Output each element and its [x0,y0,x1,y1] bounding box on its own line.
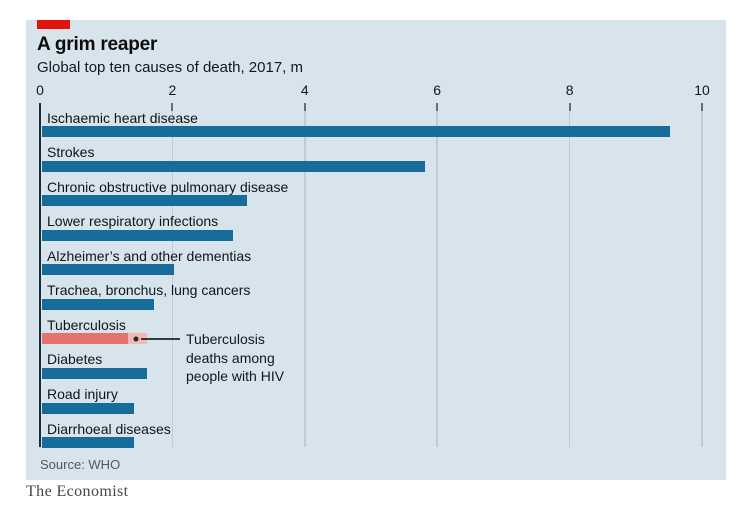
bar-label: Lower respiratory infections [47,213,219,230]
bar-segment [41,264,174,276]
bar [41,229,234,241]
bar [41,195,247,207]
bar-segment [41,126,671,137]
gridline [701,105,703,447]
chart-title: A grim reaper [37,34,158,55]
bar-label: Chronic obstructive pulmonary disease [47,178,289,195]
bar-label: Ischaemic heart disease [47,109,198,126]
bar-segment [41,367,148,379]
bar [41,333,148,345]
bar-label: Road injury [47,386,118,403]
bar-segment [41,160,426,172]
bar [41,126,671,137]
x-axis-tick-label: 6 [433,82,442,98]
bar-segment-tuberculosis-main [41,333,128,345]
x-axis-tick-label: 8 [565,82,574,98]
economist-wordmark: The Economist [26,483,129,500]
axis-tickmark [436,103,439,111]
x-axis-tick-label: 10 [694,82,710,98]
bar-label: Diarrhoeal diseases [47,420,171,437]
gridline [304,105,306,447]
axis-tickmark [701,103,703,111]
axis-spine [38,103,42,447]
chart-panel: A grim reaper Global top ten causes of d… [26,20,726,480]
bar-label: Tuberculosis [47,316,126,333]
source-note: Source: WHO [40,457,121,472]
bar-segment [41,195,247,207]
axis-tickmark [568,103,571,111]
bar-label: Strokes [47,144,95,161]
x-axis-tick-label: 0 [36,82,44,98]
annotation-connector-line [140,338,180,340]
annotation-text: Tuberculosis deaths among people with HI… [186,331,285,385]
bar [41,160,426,172]
bar [41,367,148,379]
x-axis-tick-label: 2 [168,82,177,98]
bar-segment [41,437,135,449]
bar [41,264,174,276]
bar-segment [41,402,135,414]
gridline [171,105,174,447]
bar-label: Trachea, bronchus, lung cancers [47,282,251,299]
bar-label: Alzheimer’s and other dementias [47,247,252,264]
x-axis-tick-label: 4 [300,82,309,98]
bar-label: Diabetes [47,351,103,368]
bar-segment [41,298,155,310]
bar [41,298,155,310]
axis-tickmark [171,103,174,111]
bar-segment [41,229,234,241]
bar [41,402,135,414]
chart-subtitle: Global top ten causes of death, 2017, m [37,59,304,76]
gridline [568,105,571,447]
bar [41,437,135,449]
axis-tickmark [303,103,306,111]
economist-red-tag [37,20,70,29]
gridline [436,105,438,447]
annotation-dot [133,336,139,342]
